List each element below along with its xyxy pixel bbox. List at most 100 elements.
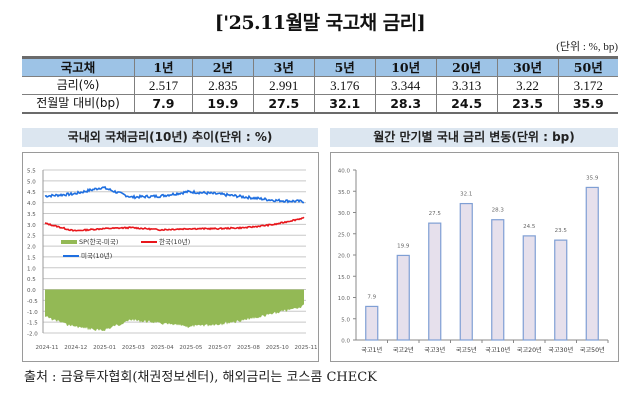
y-tick-label: 3.5 xyxy=(27,212,36,218)
legend-spread-swatch xyxy=(61,240,77,244)
bar xyxy=(491,219,505,341)
y-tick-label: -0.5 xyxy=(27,299,38,305)
bar-value-label: 24.5 xyxy=(523,224,536,230)
line-chart: 5.5 5.0 4.5 4.0 3.5 3.0 2.5 2.0 1.5 1.0 0.5 0.0 -0.5… xyxy=(27,169,318,352)
bar-value-label: 35.9 xyxy=(586,175,599,181)
spread-area xyxy=(45,289,304,331)
y-tick-label: 0.0 xyxy=(27,288,36,294)
x-tick-label: 2025-01 xyxy=(93,345,116,351)
legend-korea-label: 한국(10년) xyxy=(159,237,190,246)
legend-spread-label: SP(한국-미국) xyxy=(79,237,118,246)
x-category-label: 국고5년 xyxy=(456,346,477,354)
right-chart-title: 월간 만기별 국내 금리 변동(단위 : bp) xyxy=(330,128,618,147)
table-row-change: 전월말 대비(bp) 7.9 19.9 27.5 32.1 28.3 24.5 … xyxy=(22,94,618,114)
y-tick-label: 40.0 xyxy=(338,169,351,175)
y-tick-label: 0.5 xyxy=(27,277,36,283)
header-cell: 30년 xyxy=(496,57,559,77)
table-cell: 2.991 xyxy=(252,76,315,95)
x-tick-label: 2025-04 xyxy=(151,345,174,351)
bar-value-label: 23.5 xyxy=(555,228,568,234)
bar xyxy=(459,202,473,341)
x-category-label: 국고2년 xyxy=(393,346,414,354)
bar xyxy=(365,305,379,341)
y-tick-label: 30.0 xyxy=(338,211,351,217)
bar xyxy=(522,235,536,341)
korea-10y-line xyxy=(44,216,305,232)
table-cell: 2.517 xyxy=(134,76,193,95)
y-tick-label: -2.0 xyxy=(27,332,38,338)
x-tick-label: 2024-12 xyxy=(64,345,87,351)
y-tick-label: -1.5 xyxy=(27,321,38,327)
x-category-label: 국고30년 xyxy=(548,346,573,354)
header-cell: 국고채 xyxy=(22,57,135,77)
y-tick-label: 0.0 xyxy=(341,339,350,345)
header-cell: 1년 xyxy=(134,57,193,77)
x-tick-label: 2025-08 xyxy=(237,345,260,351)
bar xyxy=(585,186,599,341)
table-cell: 19.9 xyxy=(191,94,254,114)
y-tick-label: 5.5 xyxy=(27,169,36,175)
y-tick-label: 3.0 xyxy=(27,223,36,229)
unit-label: (단위 : %, bp) xyxy=(556,41,618,53)
table-cell: 2.835 xyxy=(191,76,254,95)
y-tick-label: 2.5 xyxy=(27,234,36,240)
bar-value-label: 19.9 xyxy=(397,243,410,249)
y-tick-label: 1.5 xyxy=(27,255,36,261)
table-cell: 3.344 xyxy=(374,76,437,95)
row-label: 금리(%) xyxy=(22,76,135,95)
x-tick-label: 2024-11 xyxy=(36,345,59,351)
us-10y-line xyxy=(44,185,305,204)
bar-chart: 40.0 35.0 30.0 25.0 20.0 15.0 10.0 5.0 0.0 7.9 국고1… xyxy=(338,169,609,354)
bar-value-label: 28.3 xyxy=(492,208,505,214)
y-tick-label: -1.0 xyxy=(27,310,38,316)
y-tick-label: 1.0 xyxy=(27,266,36,272)
y-tick-label: 15.0 xyxy=(338,275,351,281)
table-cell: 3.313 xyxy=(435,76,498,95)
y-tick-label: 4.0 xyxy=(27,201,36,207)
source-footer: 출처 : 금융투자협회(채권정보센터), 해외금리는 코스콤 CHECK xyxy=(24,370,377,385)
x-tick-label: 2025-05 xyxy=(179,345,202,351)
table-cell: 28.3 xyxy=(374,94,437,114)
table-row-rate: 금리(%) 2.517 2.835 2.991 3.176 3.344 3.31… xyxy=(22,76,618,95)
table-cell: 35.9 xyxy=(557,94,618,114)
y-tick-label: 5.0 xyxy=(27,179,36,185)
x-category-label: 국고10년 xyxy=(485,346,510,354)
table-cell: 3.22 xyxy=(496,76,559,95)
header-cell: 3년 xyxy=(252,57,315,77)
legend: SP(한국-미국) 한국(10년) 미국(10년) xyxy=(61,237,190,260)
x-category-label: 국고1년 xyxy=(361,346,382,354)
bar xyxy=(396,254,410,341)
y-tick-label: 5.0 xyxy=(341,317,350,323)
y-tick-label: 10.0 xyxy=(338,296,351,302)
bar xyxy=(554,239,568,341)
legend-us-label: 미국(10년) xyxy=(81,251,112,260)
header-cell: 20년 xyxy=(435,57,498,77)
x-tick-label: 2025-07 xyxy=(208,345,231,351)
table-cell: 23.5 xyxy=(496,94,559,114)
table-cell: 27.5 xyxy=(252,94,315,114)
bar-value-label: 7.9 xyxy=(367,294,376,300)
header-cell: 50년 xyxy=(557,57,618,77)
right-chart-box: 40.0 35.0 30.0 25.0 20.0 15.0 10.0 5.0 0.0 7.9 국고1… xyxy=(330,152,619,362)
table-cell: 3.172 xyxy=(557,76,618,95)
y-tick-label: 35.0 xyxy=(338,190,351,196)
bar xyxy=(428,222,442,341)
header-cell: 5년 xyxy=(313,57,376,77)
header-cell: 10년 xyxy=(374,57,437,77)
table-header-row: 국고채 1년 2년 3년 5년 10년 20년 30년 50년 xyxy=(22,57,618,77)
x-category-label: 국고20년 xyxy=(517,346,542,354)
header-cell: 2년 xyxy=(191,57,254,77)
table-cell: 3.176 xyxy=(313,76,376,95)
x-category-label: 국고3년 xyxy=(424,346,445,354)
table-cell: 32.1 xyxy=(313,94,376,114)
x-tick-label: 2025-11 xyxy=(295,345,318,351)
x-tick-label: 2025-03 xyxy=(122,345,145,351)
left-chart-title: 국내외 국채금리(10년) 추이(단위 : %) xyxy=(22,128,318,147)
rates-table: 국고채 1년 2년 3년 5년 10년 20년 30년 50년 금리(%) 2.… xyxy=(22,56,618,114)
row-label: 전월말 대비(bp) xyxy=(22,94,135,114)
y-tick-label: 2.0 xyxy=(27,245,36,251)
table-cell: 7.9 xyxy=(134,94,193,114)
table-cell: 24.5 xyxy=(435,94,498,114)
bar-value-label: 27.5 xyxy=(429,211,442,217)
left-chart-box: 5.5 5.0 4.5 4.0 3.5 3.0 2.5 2.0 1.5 1.0 0.5 0.0 -0.5… xyxy=(22,152,319,362)
